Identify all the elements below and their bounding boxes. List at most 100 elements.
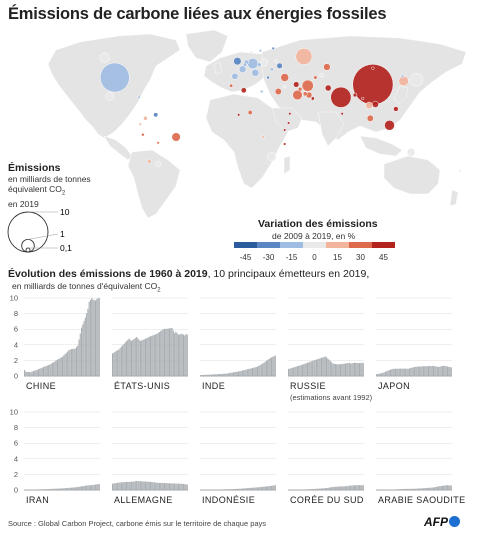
bar-1987 [322,357,324,376]
bar-1983 [405,488,407,490]
chart-panel-4: JAPON [376,297,452,391]
bar-2006 [434,487,436,490]
bar-1976 [220,489,222,490]
bar-1986 [320,488,323,490]
bar-1993 [417,488,419,490]
bar-1975 [43,489,45,490]
size-legend-label-01: 0,1 [60,243,72,253]
bar-1978 [46,489,48,490]
variation-swatch [257,242,280,248]
bar-1972 [303,489,305,490]
bar-1964 [205,374,207,376]
bar-2001 [427,366,430,376]
bar-1967 [208,374,210,376]
bar-2011 [264,486,266,490]
bar-1989 [412,367,414,376]
bar-1973 [128,338,130,376]
bar-2007 [259,487,261,490]
bubble-oman [310,96,315,101]
bar-1995 [420,488,422,490]
bar-1998 [248,488,250,490]
bar-1989 [60,357,62,376]
bar-1975 [43,367,45,376]
bar-1969 [123,343,125,376]
bubble-algeria [240,87,247,94]
bubble-russia [295,48,313,65]
bubble-mozambique [283,142,287,146]
variation-color-scale: -45 -30 -15 0 15 30 45 [234,242,395,262]
bubble-czechia [256,62,262,67]
bar-1971 [213,374,216,376]
bubble-new-zealand [458,169,462,173]
bar-1960 [112,353,114,376]
bubble-israel [282,85,287,89]
bar-1966 [31,371,33,376]
bar-2001 [339,364,342,376]
bar-1995 [68,350,70,376]
bar-1973 [304,363,306,376]
indian-subcontinent [317,111,345,147]
bar-1997 [158,482,160,490]
bar-2016 [446,485,449,490]
bubble-ethiopia [288,112,292,116]
bubble-venezuela [153,112,159,118]
bar-2014 [356,485,358,490]
bar-1986 [408,368,411,376]
bubble-iraq [293,81,300,88]
bar-1988 [323,356,325,376]
bubble-germany [247,57,259,70]
bar-1991 [239,371,241,376]
evolution-title-suffix: , 10 principaux émetteurs en 2019, [207,268,370,280]
bar-1990 [238,371,240,376]
bar-2012 [177,483,179,490]
bar-1970 [388,370,390,376]
bar-1999 [161,330,163,376]
bar-1998 [72,348,74,376]
bar-2007 [347,363,349,376]
bar-2006 [258,365,260,376]
bar-1993 [241,370,243,376]
bar-1992 [240,488,242,490]
bar-2002 [253,487,255,490]
chart-panel-2: INDE [200,297,276,391]
bar-1999 [249,487,251,490]
bar-1984 [318,358,320,376]
bar-1975 [395,489,397,490]
bar-1965 [118,349,120,376]
bar-2019 [450,367,452,376]
bar-2006 [434,366,436,376]
bar-1966 [383,372,385,376]
variation-tick-label: -30 [263,253,275,262]
chart-panel-7: INDONÉSIE [200,411,276,505]
bar-2017 [96,299,98,376]
bar-2012 [89,485,91,490]
bar-2012 [177,334,179,376]
chart-panel-1: ÉTATS-UNIS [112,297,188,391]
bubble-south-korea [398,75,409,87]
bar-2014 [180,483,182,490]
bar-1979 [312,489,314,490]
bar-2015 [357,363,359,376]
bar-1970 [36,369,38,376]
variation-legend-title: Variation des émissions [258,218,378,230]
bar-1969 [387,370,389,376]
bar-1979 [224,489,226,490]
series-label: CHINE [26,381,56,391]
bubble-brazil [171,132,181,142]
bar-1967 [120,482,122,490]
chart-panel-9: ARABIE SAOUDITE [376,411,466,505]
series-label: INDONÉSIE [202,495,255,505]
bar-1986 [232,489,235,490]
bar-1961 [25,371,27,376]
bar-1999 [73,487,75,490]
bar-1972 [127,481,129,490]
bar-1980 [49,364,51,376]
y-tick-label: 10 [10,294,18,303]
bar-2004 [79,486,81,490]
bar-1970 [124,481,126,490]
bar-2016 [94,484,97,490]
bubble-kenya [287,121,291,125]
variation-swatch [326,242,349,248]
series-label: ARABIE SAOUDITE [378,495,466,505]
bar-1980 [225,373,227,376]
